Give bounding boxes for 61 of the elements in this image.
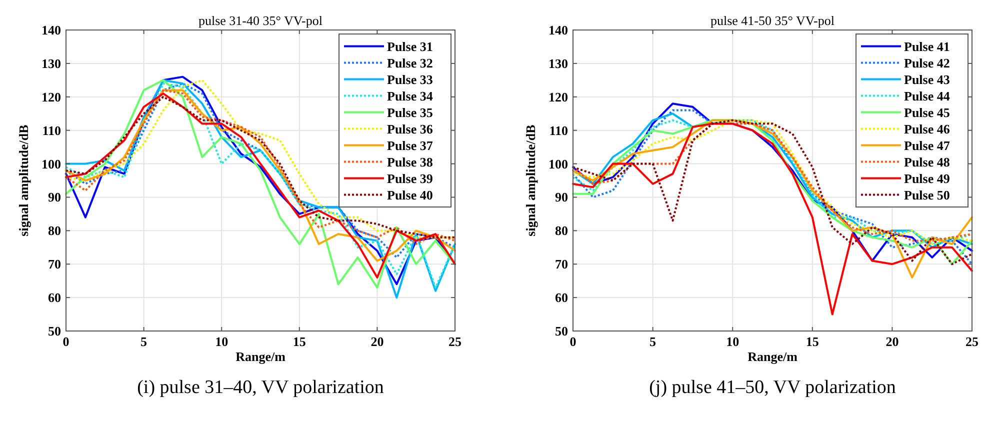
x-tick-label: 10	[726, 334, 740, 349]
legend-label: Pulse 40	[387, 187, 433, 202]
x-tick-label: 0	[570, 334, 576, 349]
legend-label: Pulse 32	[387, 55, 433, 70]
y-tick-label: 50	[48, 324, 61, 338]
legend-label: Pulse 45	[904, 104, 950, 120]
legend-label: Pulse 39	[387, 170, 434, 186]
legend-label: Pulse 33	[387, 72, 434, 87]
y-tick-label: 100	[548, 156, 568, 172]
y-tick-label: 110	[42, 122, 61, 138]
x-tick-label: 25	[448, 334, 462, 349]
y-tick-label: 130	[548, 56, 568, 71]
legend-label: Pulse 38	[387, 154, 434, 170]
y-tick-label: 140	[548, 22, 568, 38]
y-tick-label: 70	[48, 256, 61, 272]
y-tick-label: 80	[555, 223, 568, 238]
y-tick-label: 100	[42, 156, 61, 172]
legend-label: Pulse 46	[904, 121, 950, 136]
y-tick-label: 60	[48, 290, 61, 306]
legend-label: Pulse 41	[904, 38, 950, 54]
legend-label: Pulse 44	[904, 88, 950, 104]
legend-label: Pulse 42	[904, 55, 950, 70]
x-axis-title: Range/m	[748, 349, 798, 364]
legend-label: Pulse 37	[387, 138, 434, 153]
y-tick-label: 90	[48, 190, 61, 205]
chart-title: pulse 31-40 35° VV-pol	[198, 13, 323, 28]
y-axis-title: signal amplitude/dB	[16, 124, 31, 236]
legend-label: Pulse 49	[904, 170, 950, 186]
legend-label: Pulse 35	[387, 104, 434, 120]
legend-label: Pulse 50	[904, 187, 950, 202]
y-tick-label: 140	[42, 22, 61, 38]
legend-label: Pulse 31	[387, 38, 433, 54]
chart-title: pulse 41-50 35° VV-pol	[710, 13, 835, 28]
legend-label: Pulse 36	[387, 121, 434, 136]
x-tick-label: 15	[292, 334, 306, 349]
x-tick-label: 10	[215, 334, 228, 349]
x-tick-label: 5	[650, 334, 657, 349]
x-tick-label: 20	[370, 334, 384, 349]
x-axis-title: Range/m	[236, 349, 286, 364]
y-tick-label: 50	[555, 324, 568, 338]
x-tick-label: 25	[966, 334, 979, 349]
y-tick-label: 90	[555, 190, 568, 205]
x-tick-label: 5	[140, 334, 148, 349]
line-series	[572, 122, 973, 316]
x-tick-label: 15	[806, 334, 820, 349]
legend-label: Pulse 43	[904, 72, 950, 87]
y-tick-label: 80	[48, 223, 61, 238]
legend-label: Pulse 48	[904, 154, 950, 170]
legend-label: Pulse 47	[904, 138, 950, 153]
y-tick-label: 130	[42, 56, 61, 71]
y-tick-label: 120	[42, 89, 61, 104]
y-tick-label: 60	[555, 290, 568, 306]
x-tick-label: 20	[886, 334, 899, 349]
x-tick-label: 0	[62, 334, 70, 349]
y-tick-label: 120	[548, 89, 568, 104]
y-tick-label: 70	[555, 256, 568, 272]
legend-label: Pulse 34	[387, 88, 434, 104]
text: (j) pulse 41–50, VV polarization	[649, 377, 896, 398]
y-tick-label: 110	[549, 122, 568, 138]
text: (i) pulse 31–40, VV polarization	[137, 377, 384, 398]
y-axis-title: signal amplitude/dB	[523, 124, 538, 236]
